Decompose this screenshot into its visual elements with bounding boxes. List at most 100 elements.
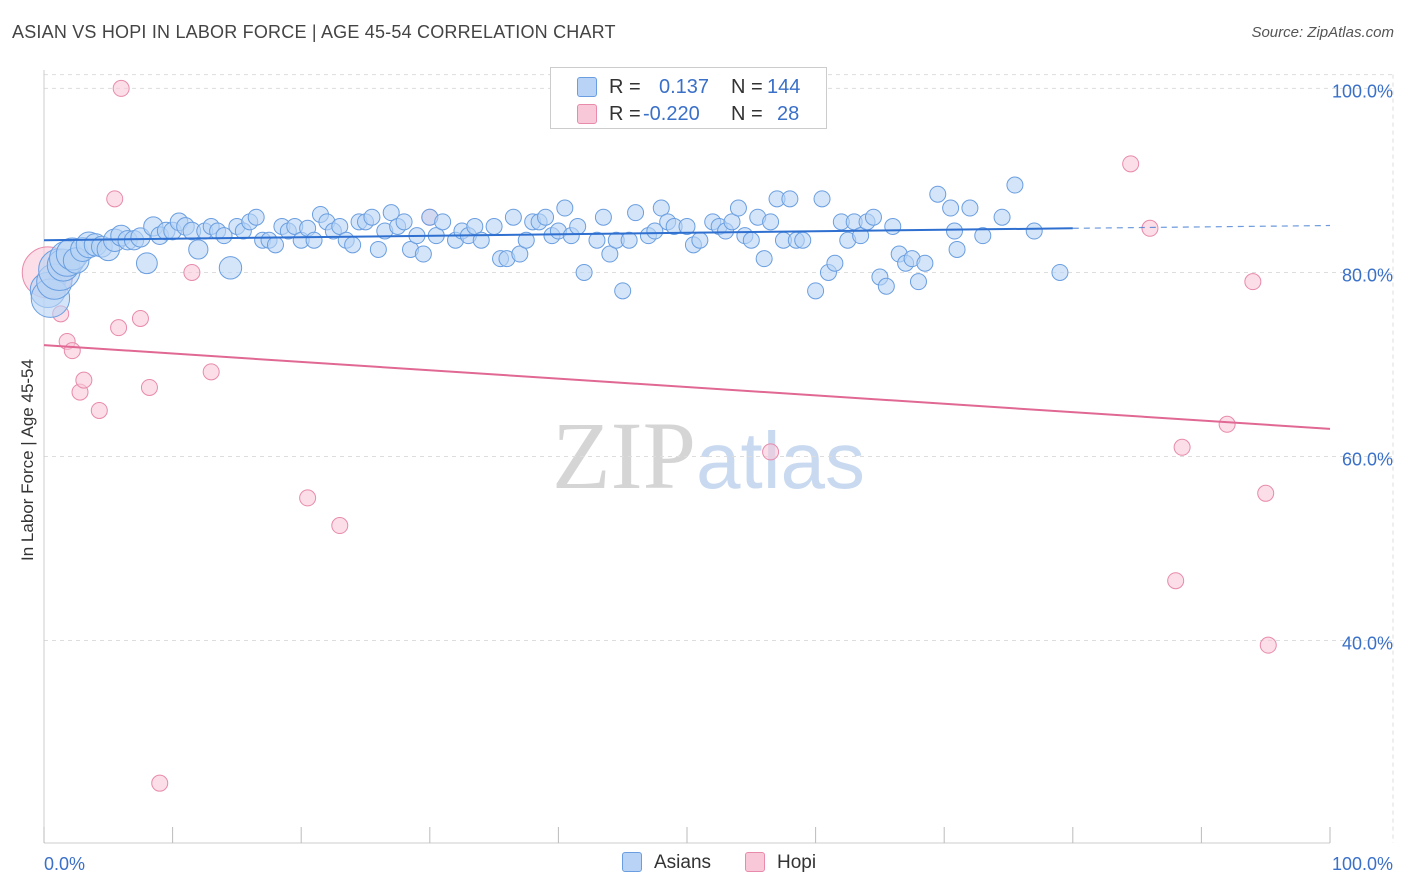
n-value: 144 [767, 76, 801, 98]
asian-point [434, 213, 452, 231]
y-tick-label: 100.0% [1332, 81, 1393, 101]
asian-point [948, 240, 966, 258]
n-value: 28 [777, 103, 800, 125]
asian-point [678, 217, 696, 235]
asian-point [945, 222, 963, 240]
asian-point [1051, 263, 1069, 281]
asian-point [1006, 176, 1024, 194]
hopi-legend-label: Hopi [777, 852, 817, 873]
y-tick-label: 40.0% [1342, 634, 1393, 654]
asian-point [961, 199, 979, 217]
asian-point [414, 245, 432, 263]
asian-point [472, 231, 490, 249]
watermark-zip: ZIP [552, 402, 696, 509]
hopi-point [75, 371, 93, 389]
asian-point [188, 239, 209, 260]
hopi-point [762, 443, 780, 461]
asian-point [517, 231, 535, 249]
asian-point [305, 231, 323, 249]
hopi-point [90, 401, 108, 419]
asian-point [762, 213, 780, 231]
r-label: R = [609, 76, 641, 98]
r-value: -0.220 [643, 103, 700, 125]
asian-point [614, 282, 632, 300]
hopi-point [106, 190, 124, 208]
asians-swatch [577, 77, 597, 97]
asian-point [537, 208, 555, 226]
asian-point [723, 213, 741, 231]
n-label: N = [731, 76, 763, 98]
asian-point [331, 217, 349, 235]
hopi-point [202, 363, 220, 381]
hopi-point [1173, 438, 1191, 456]
hopi-point [1259, 636, 1277, 654]
hopi-point [299, 489, 317, 507]
asian-point [627, 204, 645, 222]
watermark-atlas: atlas [696, 416, 865, 505]
hopi-point [1244, 273, 1262, 291]
asian-point [215, 227, 233, 245]
x-tick-label-max: 100.0% [1332, 854, 1393, 874]
asian-point [556, 199, 574, 217]
asian-point [344, 236, 362, 254]
asian-point [794, 231, 812, 249]
y-tick-label: 80.0% [1342, 265, 1393, 285]
asian-points [29, 176, 1069, 318]
asian-point [601, 245, 619, 263]
asian-point [909, 273, 927, 291]
asian-point [729, 199, 747, 217]
asians-legend-swatch [622, 852, 642, 872]
hopi-point [63, 342, 81, 360]
source-label: Source: ZipAtlas.com [1251, 24, 1394, 41]
asian-point [916, 254, 934, 272]
hopi-point [131, 309, 149, 327]
hopi-point [1141, 219, 1159, 237]
asian-point [594, 208, 612, 226]
tick-labels: 40.0% 60.0% 80.0% 100.0% 0.0% 100.0% [44, 81, 1393, 874]
hopi-point [183, 263, 201, 281]
asian-point [485, 217, 503, 235]
asian-trend-line [43, 227, 1073, 242]
asian-point [218, 256, 243, 280]
asian-point [646, 222, 664, 240]
hopi-point [151, 774, 169, 792]
asian-point [382, 204, 400, 222]
asian-point [813, 190, 831, 208]
r-label: R = [609, 103, 641, 125]
hopi-point [112, 79, 130, 97]
asian-point [807, 282, 825, 300]
asian-point [884, 217, 902, 235]
asians-legend-label: Asians [654, 852, 712, 873]
asian-point [942, 199, 960, 217]
hopi-point [140, 378, 158, 396]
hopi-point [1257, 484, 1275, 502]
asian-point [929, 185, 947, 203]
hopi-points [21, 79, 1277, 792]
asian-point [588, 231, 606, 249]
asian-point [135, 252, 158, 275]
asian-trend-extension [1072, 224, 1331, 229]
asian-point [742, 231, 760, 249]
correlation-legend: R = 0.137 N = 144 R = -0.220 N = 28 [550, 67, 827, 129]
asian-point [781, 190, 799, 208]
asian-point [511, 245, 529, 263]
asian-point [395, 213, 413, 231]
asian-point [974, 227, 992, 245]
grid-lines [44, 74, 1394, 843]
asian-point [755, 250, 773, 268]
n-label: N = [731, 103, 763, 125]
r-value: 0.137 [659, 76, 710, 98]
asian-point [130, 227, 151, 248]
x-tick-label-min: 0.0% [44, 854, 85, 874]
asian-point [826, 254, 844, 272]
y-tick-label: 60.0% [1342, 450, 1393, 470]
watermark: ZIPatlas [552, 400, 865, 511]
axes [43, 70, 1331, 844]
hopi-point [110, 319, 128, 337]
asian-point [993, 208, 1011, 226]
asian-point [504, 208, 522, 226]
asian-point [247, 208, 265, 226]
asian-point [266, 236, 284, 254]
chart-title: ASIAN VS HOPI IN LABOR FORCE | AGE 45-54… [12, 22, 616, 42]
